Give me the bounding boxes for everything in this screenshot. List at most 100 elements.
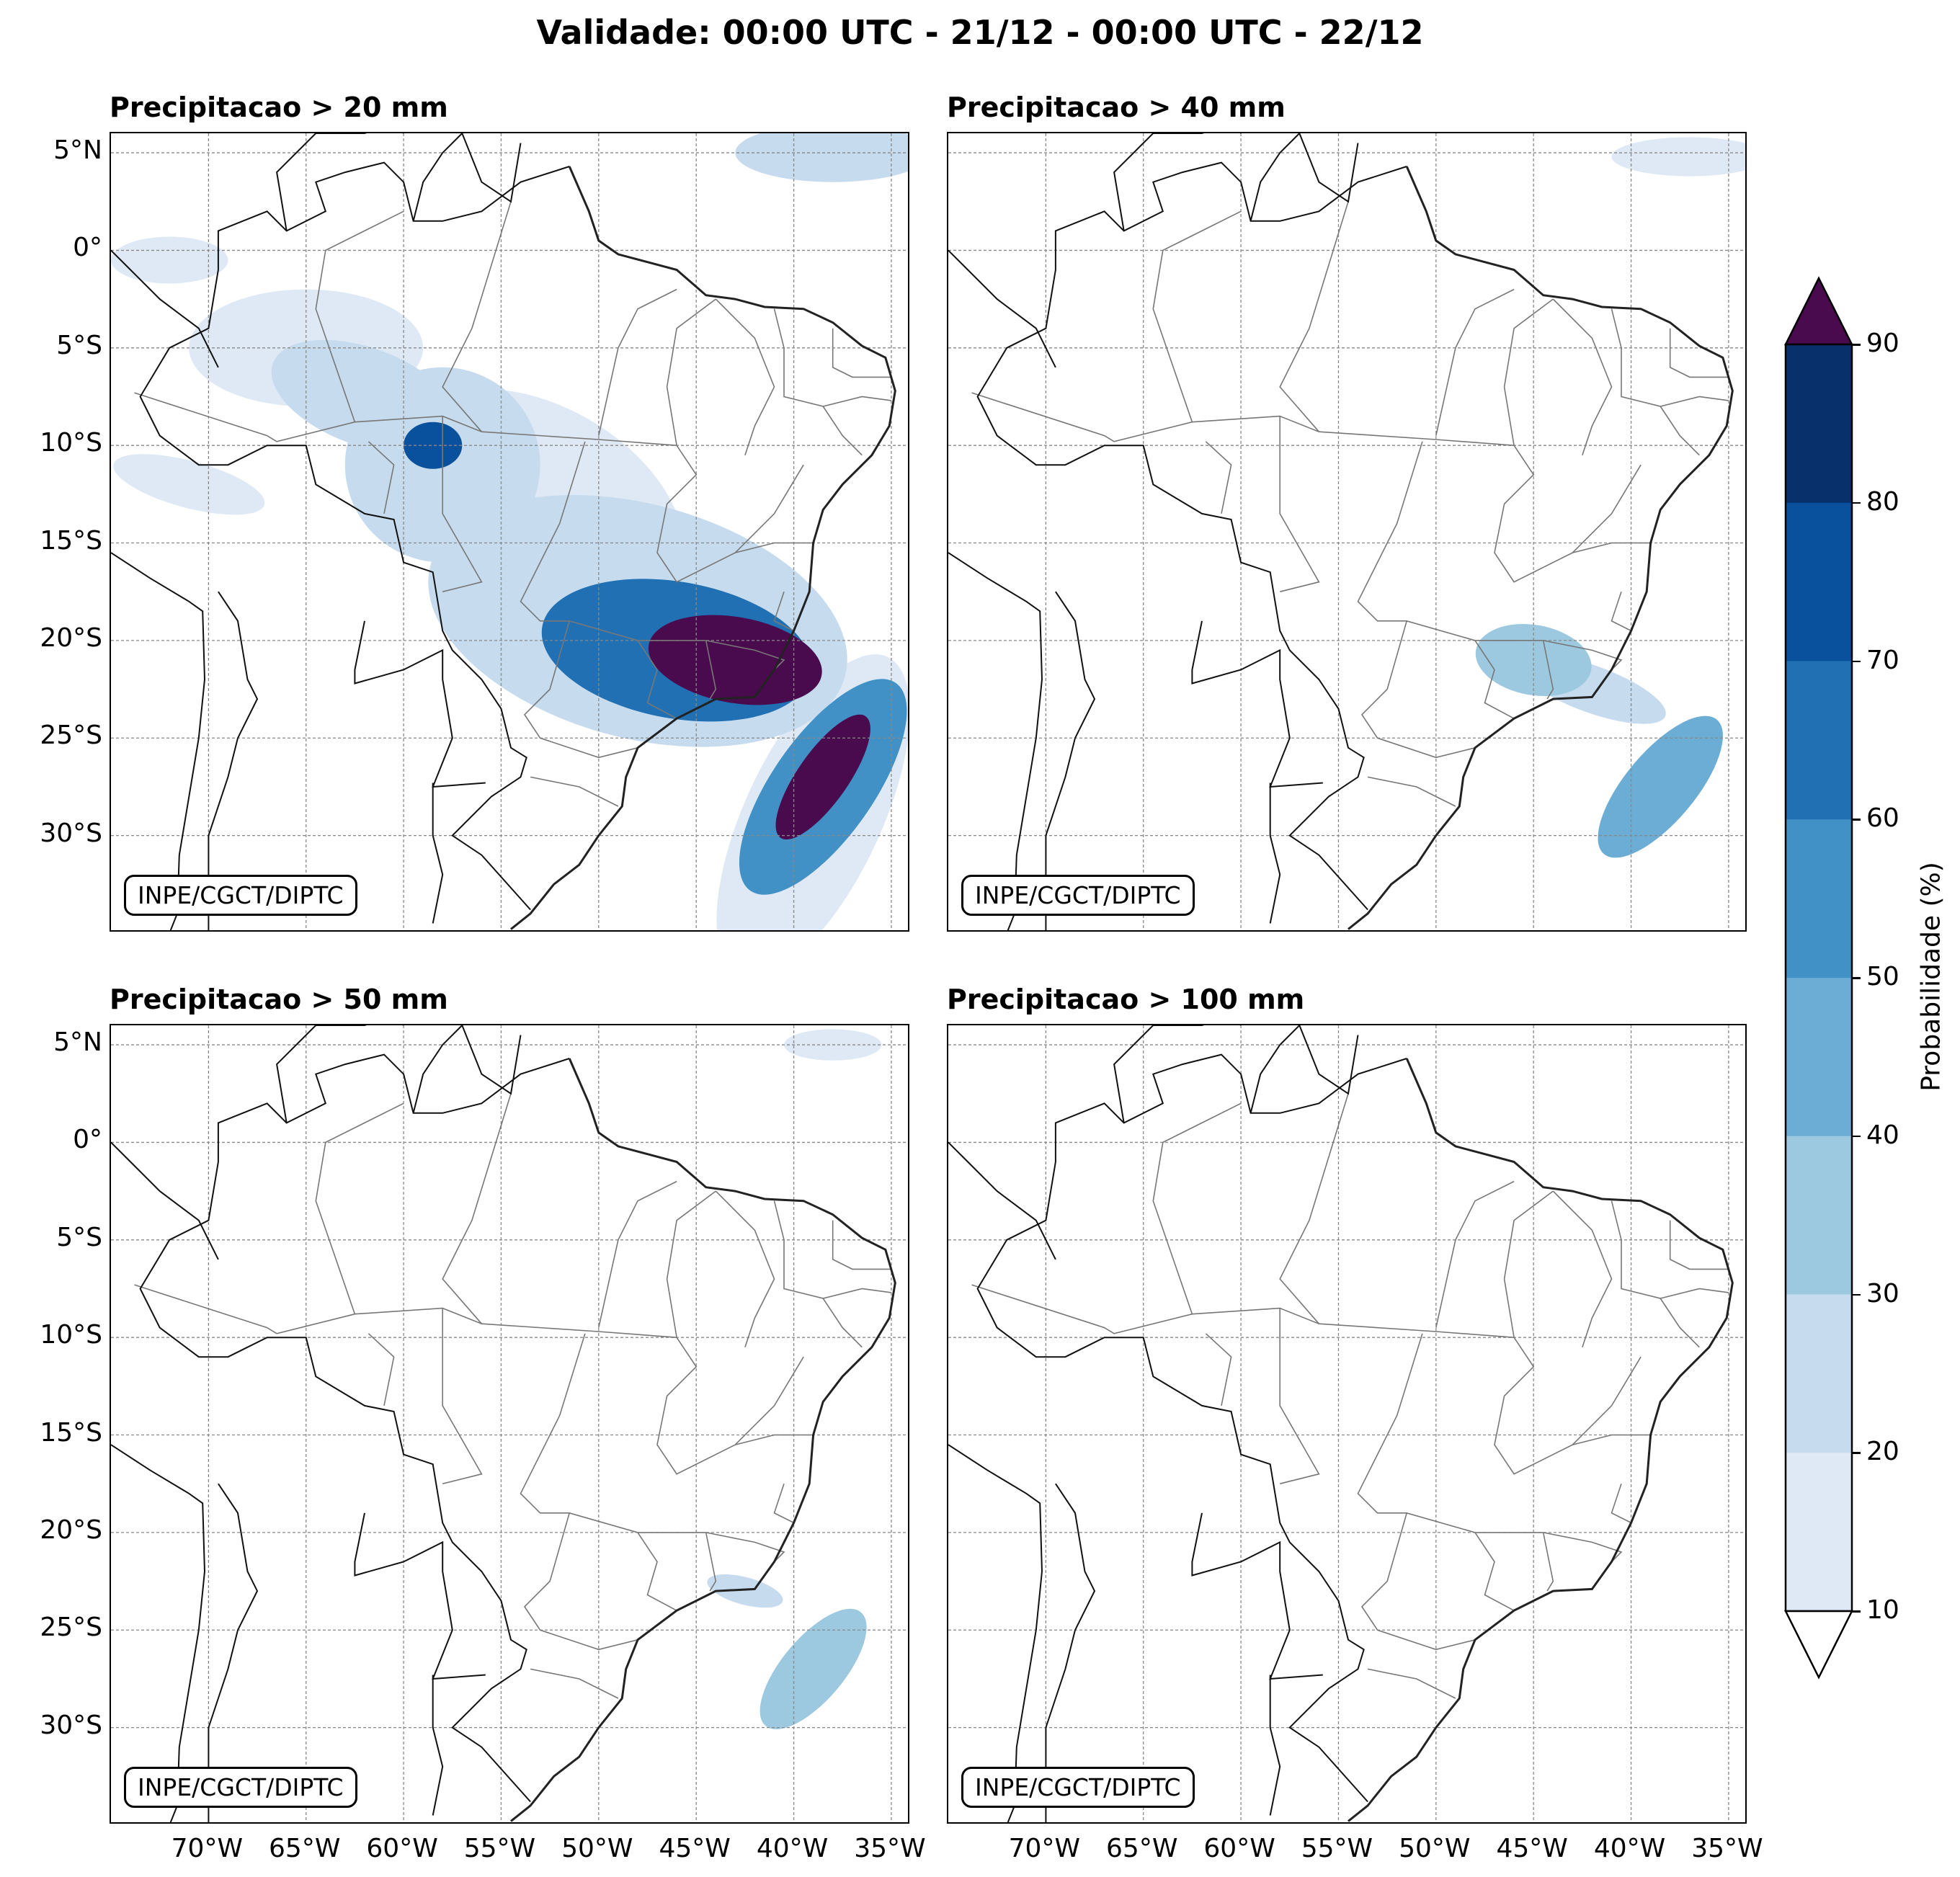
state-border: [530, 776, 619, 807]
lat-tick-label: 5°S: [56, 1222, 102, 1252]
lon-tick-label: 55°W: [1301, 1834, 1373, 1863]
state-border: [656, 1337, 814, 1475]
lon-tick-label: 50°W: [1399, 1834, 1471, 1863]
map-canvas: [948, 133, 1745, 930]
credit-label: INPE/CGCT/DIPTC: [124, 875, 357, 916]
country-border: [1269, 1675, 1281, 1816]
colorbar-under-extension: [1783, 1610, 1854, 1680]
state-border: [442, 201, 512, 432]
credit-label: INPE/CGCT/DIPTC: [961, 1767, 1195, 1808]
country-border: [276, 1025, 404, 1123]
map-frame: INPE/CGCT/DIPTC: [110, 132, 909, 932]
state-border: [637, 1532, 677, 1611]
state-border: [530, 1668, 619, 1699]
state-border: [1611, 591, 1631, 632]
colorbar-tick-mark: [1852, 344, 1861, 346]
state-border: [1279, 1308, 1320, 1484]
state-border: [1611, 308, 1700, 456]
country-border: [276, 133, 404, 231]
country-border: [1269, 783, 1281, 924]
colorbar-tick-label: 50: [1866, 962, 1899, 991]
state-border: [1572, 464, 1642, 553]
geography: [948, 133, 1734, 930]
state-border: [442, 416, 483, 592]
lat-tick-label: 15°S: [40, 1417, 102, 1448]
state-border: [1205, 441, 1232, 514]
colorbar-tick-mark: [1852, 1610, 1861, 1613]
country-border: [976, 1053, 1407, 1803]
geography: [111, 1025, 896, 1822]
lon-tick-label: 45°W: [1496, 1834, 1568, 1863]
state-border: [1572, 1356, 1642, 1445]
coastline: [510, 1058, 896, 1822]
colorbar-tick-label: 60: [1866, 803, 1899, 834]
colorbar-tick-label: 70: [1866, 645, 1899, 675]
state-border: [520, 441, 706, 641]
colorbar-segment: [1786, 1136, 1852, 1295]
state-border: [1660, 396, 1729, 407]
state-border: [1474, 640, 1515, 719]
gridlines: [948, 133, 1745, 930]
state-border: [971, 1284, 1515, 1338]
country-border: [948, 249, 1056, 368]
lat-tick-label: 25°S: [40, 721, 102, 751]
lat-tick-label: 0°: [73, 233, 102, 263]
state-border: [773, 1483, 794, 1524]
state-border: [315, 1102, 404, 1314]
figure-title: Validade: 00:00 UTC - 21/12 - 00:00 UTC …: [536, 13, 1424, 52]
probability-field: [111, 133, 908, 930]
lat-tick-label: 25°S: [40, 1613, 102, 1643]
colorbar-segment: [1786, 819, 1852, 978]
geography: [111, 133, 896, 930]
state-border: [523, 620, 638, 759]
state-border: [1360, 1512, 1476, 1651]
colorbar-over-extension: [1783, 276, 1854, 346]
probability-contour: [775, 714, 870, 840]
country-border: [1045, 1483, 1096, 1822]
panel-title: Precipitacao > 50 mm: [110, 984, 448, 1015]
country-border: [412, 133, 522, 222]
state-border: [1503, 298, 1554, 446]
country-border: [111, 1141, 219, 1260]
state-border: [705, 1532, 717, 1592]
colorbar-graphic: [1783, 276, 1854, 1680]
lon-tick-label: 65°W: [1106, 1834, 1178, 1863]
probability-contour: [404, 422, 463, 469]
lon-tick-label: 70°W: [1008, 1834, 1081, 1863]
lon-tick-label: 35°W: [1691, 1834, 1763, 1863]
colorbar-tick-label: 90: [1866, 329, 1899, 358]
colorbar-tick-label: 20: [1866, 1437, 1899, 1467]
probability-field: [1475, 137, 1745, 858]
colorbar-segment: [1786, 344, 1852, 504]
colorbar-segment: [1786, 502, 1852, 661]
state-border: [715, 298, 775, 455]
coastline: [1348, 166, 1734, 930]
state-border: [1611, 1483, 1631, 1524]
probability-contour: [1611, 137, 1745, 177]
probability-contour: [760, 1608, 867, 1729]
probability-contour: [111, 236, 228, 284]
state-border: [1279, 201, 1349, 432]
state-border: [705, 640, 717, 700]
state-border: [368, 1333, 395, 1406]
state-border: [1152, 210, 1242, 422]
gridlines: [948, 1025, 1745, 1822]
state-border: [656, 445, 814, 583]
state-border: [1503, 1190, 1554, 1338]
colorbar-segment: [1786, 978, 1852, 1137]
lat-tick-label: 5°S: [56, 330, 102, 360]
state-border: [1205, 1333, 1232, 1406]
colorbar-tick-mark: [1852, 1293, 1861, 1296]
country-border: [1045, 591, 1096, 930]
state-border: [1543, 1532, 1623, 1563]
lat-tick-label: 0°: [73, 1125, 102, 1155]
lon-tick-label: 60°W: [366, 1834, 438, 1863]
map-frame: INPE/CGCT/DIPTC: [110, 1024, 909, 1824]
state-border: [1435, 1180, 1515, 1328]
lon-tick-label: 60°W: [1203, 1834, 1275, 1863]
colorbar-tick-mark: [1852, 977, 1861, 979]
map-canvas: [111, 1025, 908, 1822]
country-border: [1191, 1512, 1323, 1680]
lon-tick-label: 65°W: [269, 1834, 341, 1863]
lon-tick-label: 35°W: [854, 1834, 926, 1863]
